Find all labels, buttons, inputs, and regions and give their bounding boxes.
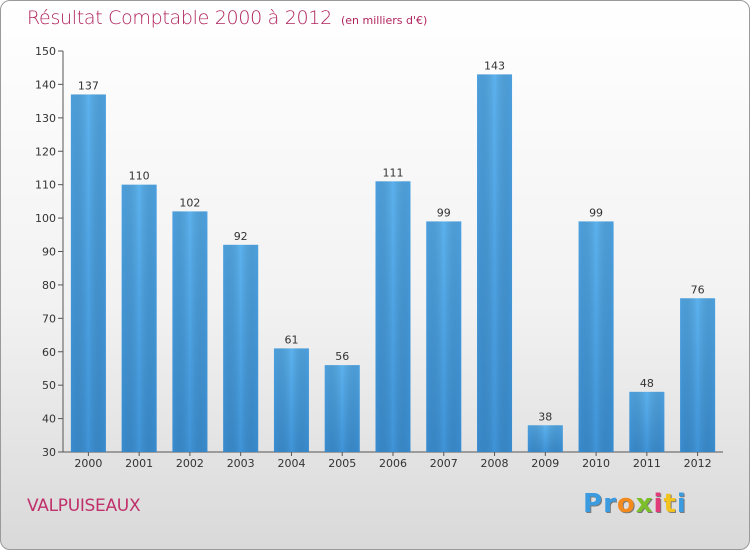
data-label: 143: [484, 59, 505, 72]
data-label: 110: [129, 170, 150, 183]
x-tick-label: 2009: [531, 457, 559, 470]
proxiti-logo: Proxiti: [583, 489, 687, 519]
data-label: 99: [589, 206, 603, 219]
y-tick-label: 120: [35, 145, 56, 158]
bar-shade: [375, 181, 411, 452]
data-label: 48: [640, 377, 654, 390]
logo-letter: o: [616, 489, 636, 519]
chart-subtitle: (en milliers d'€): [341, 14, 428, 27]
logo-letter: t: [663, 489, 677, 519]
x-tick-label: 2003: [227, 457, 255, 470]
y-tick-label: 100: [35, 212, 56, 225]
y-tick-label: 90: [42, 246, 56, 259]
x-tick-label: 2007: [430, 457, 458, 470]
location-name: VALPUISEAUX: [27, 496, 141, 516]
y-tick-label: 70: [42, 312, 56, 325]
y-tick-label: 140: [35, 78, 56, 91]
bar-shade: [527, 425, 563, 452]
x-tick-label: 2004: [277, 457, 305, 470]
logo-letter: i: [653, 489, 664, 519]
data-label: 99: [437, 206, 451, 219]
y-tick-label: 80: [42, 279, 56, 292]
data-label: 92: [234, 230, 248, 243]
y-tick-label: 110: [35, 179, 56, 192]
data-label: 56: [335, 350, 349, 363]
x-tick-label: 2006: [379, 457, 407, 470]
data-label: 76: [691, 283, 705, 296]
y-tick-label: 40: [42, 413, 56, 426]
logo-letter: x: [635, 489, 654, 519]
bar-shade: [477, 74, 513, 453]
bar-shade: [223, 244, 259, 452]
x-tick-label: 2001: [125, 457, 153, 470]
x-tick-label: 2012: [684, 457, 712, 470]
x-tick-label: 2011: [633, 457, 661, 470]
logo-letter: P: [583, 489, 604, 519]
bar-shade: [121, 184, 157, 452]
data-label: 137: [78, 79, 99, 92]
bar-shade: [70, 94, 106, 453]
y-tick-label: 60: [42, 346, 56, 359]
bar-shade: [426, 221, 462, 452]
data-label: 61: [284, 333, 298, 346]
data-label: 102: [179, 196, 200, 209]
chart-title: Résultat Comptable 2000 à 2012: [27, 7, 332, 29]
y-tick-label: 150: [35, 45, 56, 58]
logo-letter: r: [603, 489, 617, 519]
x-tick-label: 2005: [328, 457, 356, 470]
x-tick-label: 2000: [74, 457, 102, 470]
logo-letter: i: [676, 489, 687, 519]
bar-shade: [273, 348, 309, 452]
y-tick-label: 130: [35, 112, 56, 125]
bar-shade: [578, 221, 614, 452]
y-tick-label: 50: [42, 379, 56, 392]
y-tick-label: 30: [42, 446, 56, 459]
data-label: 38: [538, 410, 552, 423]
bar-shade: [629, 391, 665, 452]
x-tick-label: 2002: [176, 457, 204, 470]
bar-shade: [172, 211, 208, 452]
x-tick-label: 2010: [582, 457, 610, 470]
x-tick-label: 2008: [481, 457, 509, 470]
bar-shade: [680, 298, 716, 452]
data-label: 111: [383, 166, 404, 179]
bar-shade: [324, 365, 360, 452]
